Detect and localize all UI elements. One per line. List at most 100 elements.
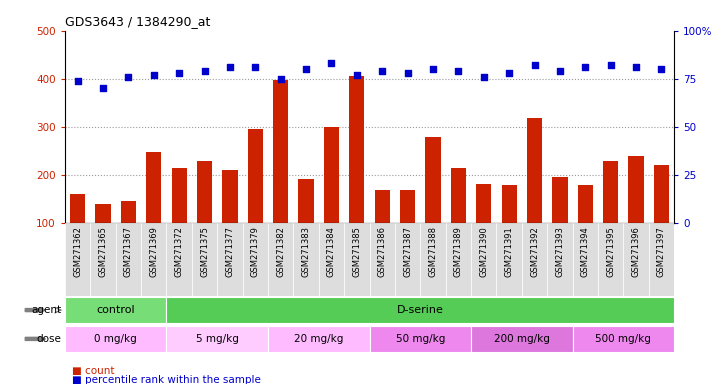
Bar bbox=[471, 223, 497, 296]
Point bbox=[528, 62, 540, 68]
Bar bbox=[172, 167, 187, 223]
Bar bbox=[167, 326, 268, 352]
Text: GSM271390: GSM271390 bbox=[479, 227, 488, 277]
Bar bbox=[624, 223, 649, 296]
Text: GSM271362: GSM271362 bbox=[73, 227, 82, 277]
Point bbox=[655, 66, 667, 72]
Bar bbox=[298, 179, 314, 223]
Text: 5 mg/kg: 5 mg/kg bbox=[196, 334, 239, 344]
Bar bbox=[527, 118, 542, 223]
Point bbox=[428, 66, 439, 72]
Bar bbox=[324, 127, 339, 223]
Bar bbox=[268, 223, 293, 296]
Point bbox=[72, 78, 84, 84]
Point bbox=[605, 62, 616, 68]
Bar bbox=[547, 223, 572, 296]
Text: GSM271391: GSM271391 bbox=[505, 227, 513, 277]
Bar bbox=[167, 297, 674, 323]
Bar bbox=[344, 223, 369, 296]
Bar bbox=[476, 184, 492, 223]
Bar bbox=[120, 201, 136, 223]
Text: ■ percentile rank within the sample: ■ percentile rank within the sample bbox=[72, 375, 261, 384]
Bar bbox=[497, 223, 522, 296]
Text: GSM271369: GSM271369 bbox=[149, 227, 158, 277]
Bar bbox=[217, 223, 242, 296]
Bar bbox=[273, 80, 288, 223]
Bar bbox=[425, 137, 441, 223]
Bar bbox=[502, 185, 517, 223]
Text: agent: agent bbox=[31, 305, 61, 315]
Bar bbox=[293, 223, 319, 296]
Text: GSM271396: GSM271396 bbox=[632, 227, 640, 277]
Text: GSM271372: GSM271372 bbox=[174, 227, 184, 277]
Bar bbox=[70, 194, 85, 223]
Bar bbox=[197, 161, 212, 223]
Bar bbox=[375, 190, 390, 223]
Bar bbox=[222, 170, 237, 223]
Text: 200 mg/kg: 200 mg/kg bbox=[494, 334, 549, 344]
Text: GSM271392: GSM271392 bbox=[530, 227, 539, 277]
Bar bbox=[572, 223, 598, 296]
Text: GSM271397: GSM271397 bbox=[657, 227, 666, 277]
Bar bbox=[65, 326, 167, 352]
Point bbox=[554, 68, 566, 74]
Bar bbox=[90, 223, 115, 296]
Text: GSM271389: GSM271389 bbox=[454, 227, 463, 277]
Text: 500 mg/kg: 500 mg/kg bbox=[596, 334, 651, 344]
Point bbox=[97, 85, 109, 91]
Text: control: control bbox=[97, 305, 135, 315]
Text: ■ count: ■ count bbox=[72, 366, 115, 376]
Bar bbox=[522, 223, 547, 296]
Bar bbox=[248, 129, 263, 223]
Text: GSM271394: GSM271394 bbox=[581, 227, 590, 277]
Text: GSM271386: GSM271386 bbox=[378, 227, 386, 277]
Point bbox=[275, 76, 286, 82]
Bar bbox=[552, 177, 567, 223]
Bar bbox=[649, 223, 674, 296]
Point bbox=[478, 74, 490, 80]
Text: GSM271375: GSM271375 bbox=[200, 227, 209, 277]
Text: GSM271393: GSM271393 bbox=[555, 227, 565, 277]
Bar bbox=[598, 223, 624, 296]
Bar bbox=[65, 297, 167, 323]
Bar bbox=[242, 223, 268, 296]
Text: 20 mg/kg: 20 mg/kg bbox=[294, 334, 343, 344]
Bar bbox=[115, 223, 141, 296]
Bar bbox=[319, 223, 344, 296]
Text: GSM271387: GSM271387 bbox=[403, 227, 412, 277]
Point bbox=[173, 70, 185, 76]
Point bbox=[376, 68, 388, 74]
Bar bbox=[349, 76, 364, 223]
Bar bbox=[395, 223, 420, 296]
Point bbox=[123, 74, 134, 80]
Bar bbox=[369, 223, 395, 296]
Text: GSM271385: GSM271385 bbox=[353, 227, 361, 277]
Point bbox=[249, 64, 261, 70]
Point bbox=[351, 72, 363, 78]
Point bbox=[402, 70, 413, 76]
Text: GSM271367: GSM271367 bbox=[124, 227, 133, 277]
Point bbox=[199, 68, 211, 74]
Point bbox=[630, 64, 642, 70]
Text: GSM271395: GSM271395 bbox=[606, 227, 615, 277]
Bar bbox=[146, 152, 162, 223]
Bar bbox=[572, 326, 674, 352]
Text: dose: dose bbox=[36, 334, 61, 344]
Point bbox=[503, 70, 515, 76]
Bar bbox=[268, 326, 370, 352]
Point bbox=[224, 64, 236, 70]
Text: D-serine: D-serine bbox=[397, 305, 443, 315]
Bar bbox=[95, 204, 110, 223]
Text: GSM271365: GSM271365 bbox=[99, 227, 107, 277]
Text: GSM271377: GSM271377 bbox=[226, 227, 234, 277]
Point bbox=[326, 60, 337, 66]
Bar bbox=[400, 190, 415, 223]
Bar bbox=[451, 167, 466, 223]
Bar bbox=[369, 326, 471, 352]
Bar bbox=[420, 223, 446, 296]
Bar bbox=[471, 326, 572, 352]
Text: 50 mg/kg: 50 mg/kg bbox=[396, 334, 445, 344]
Point bbox=[148, 72, 159, 78]
Bar bbox=[629, 156, 644, 223]
Bar bbox=[192, 223, 217, 296]
